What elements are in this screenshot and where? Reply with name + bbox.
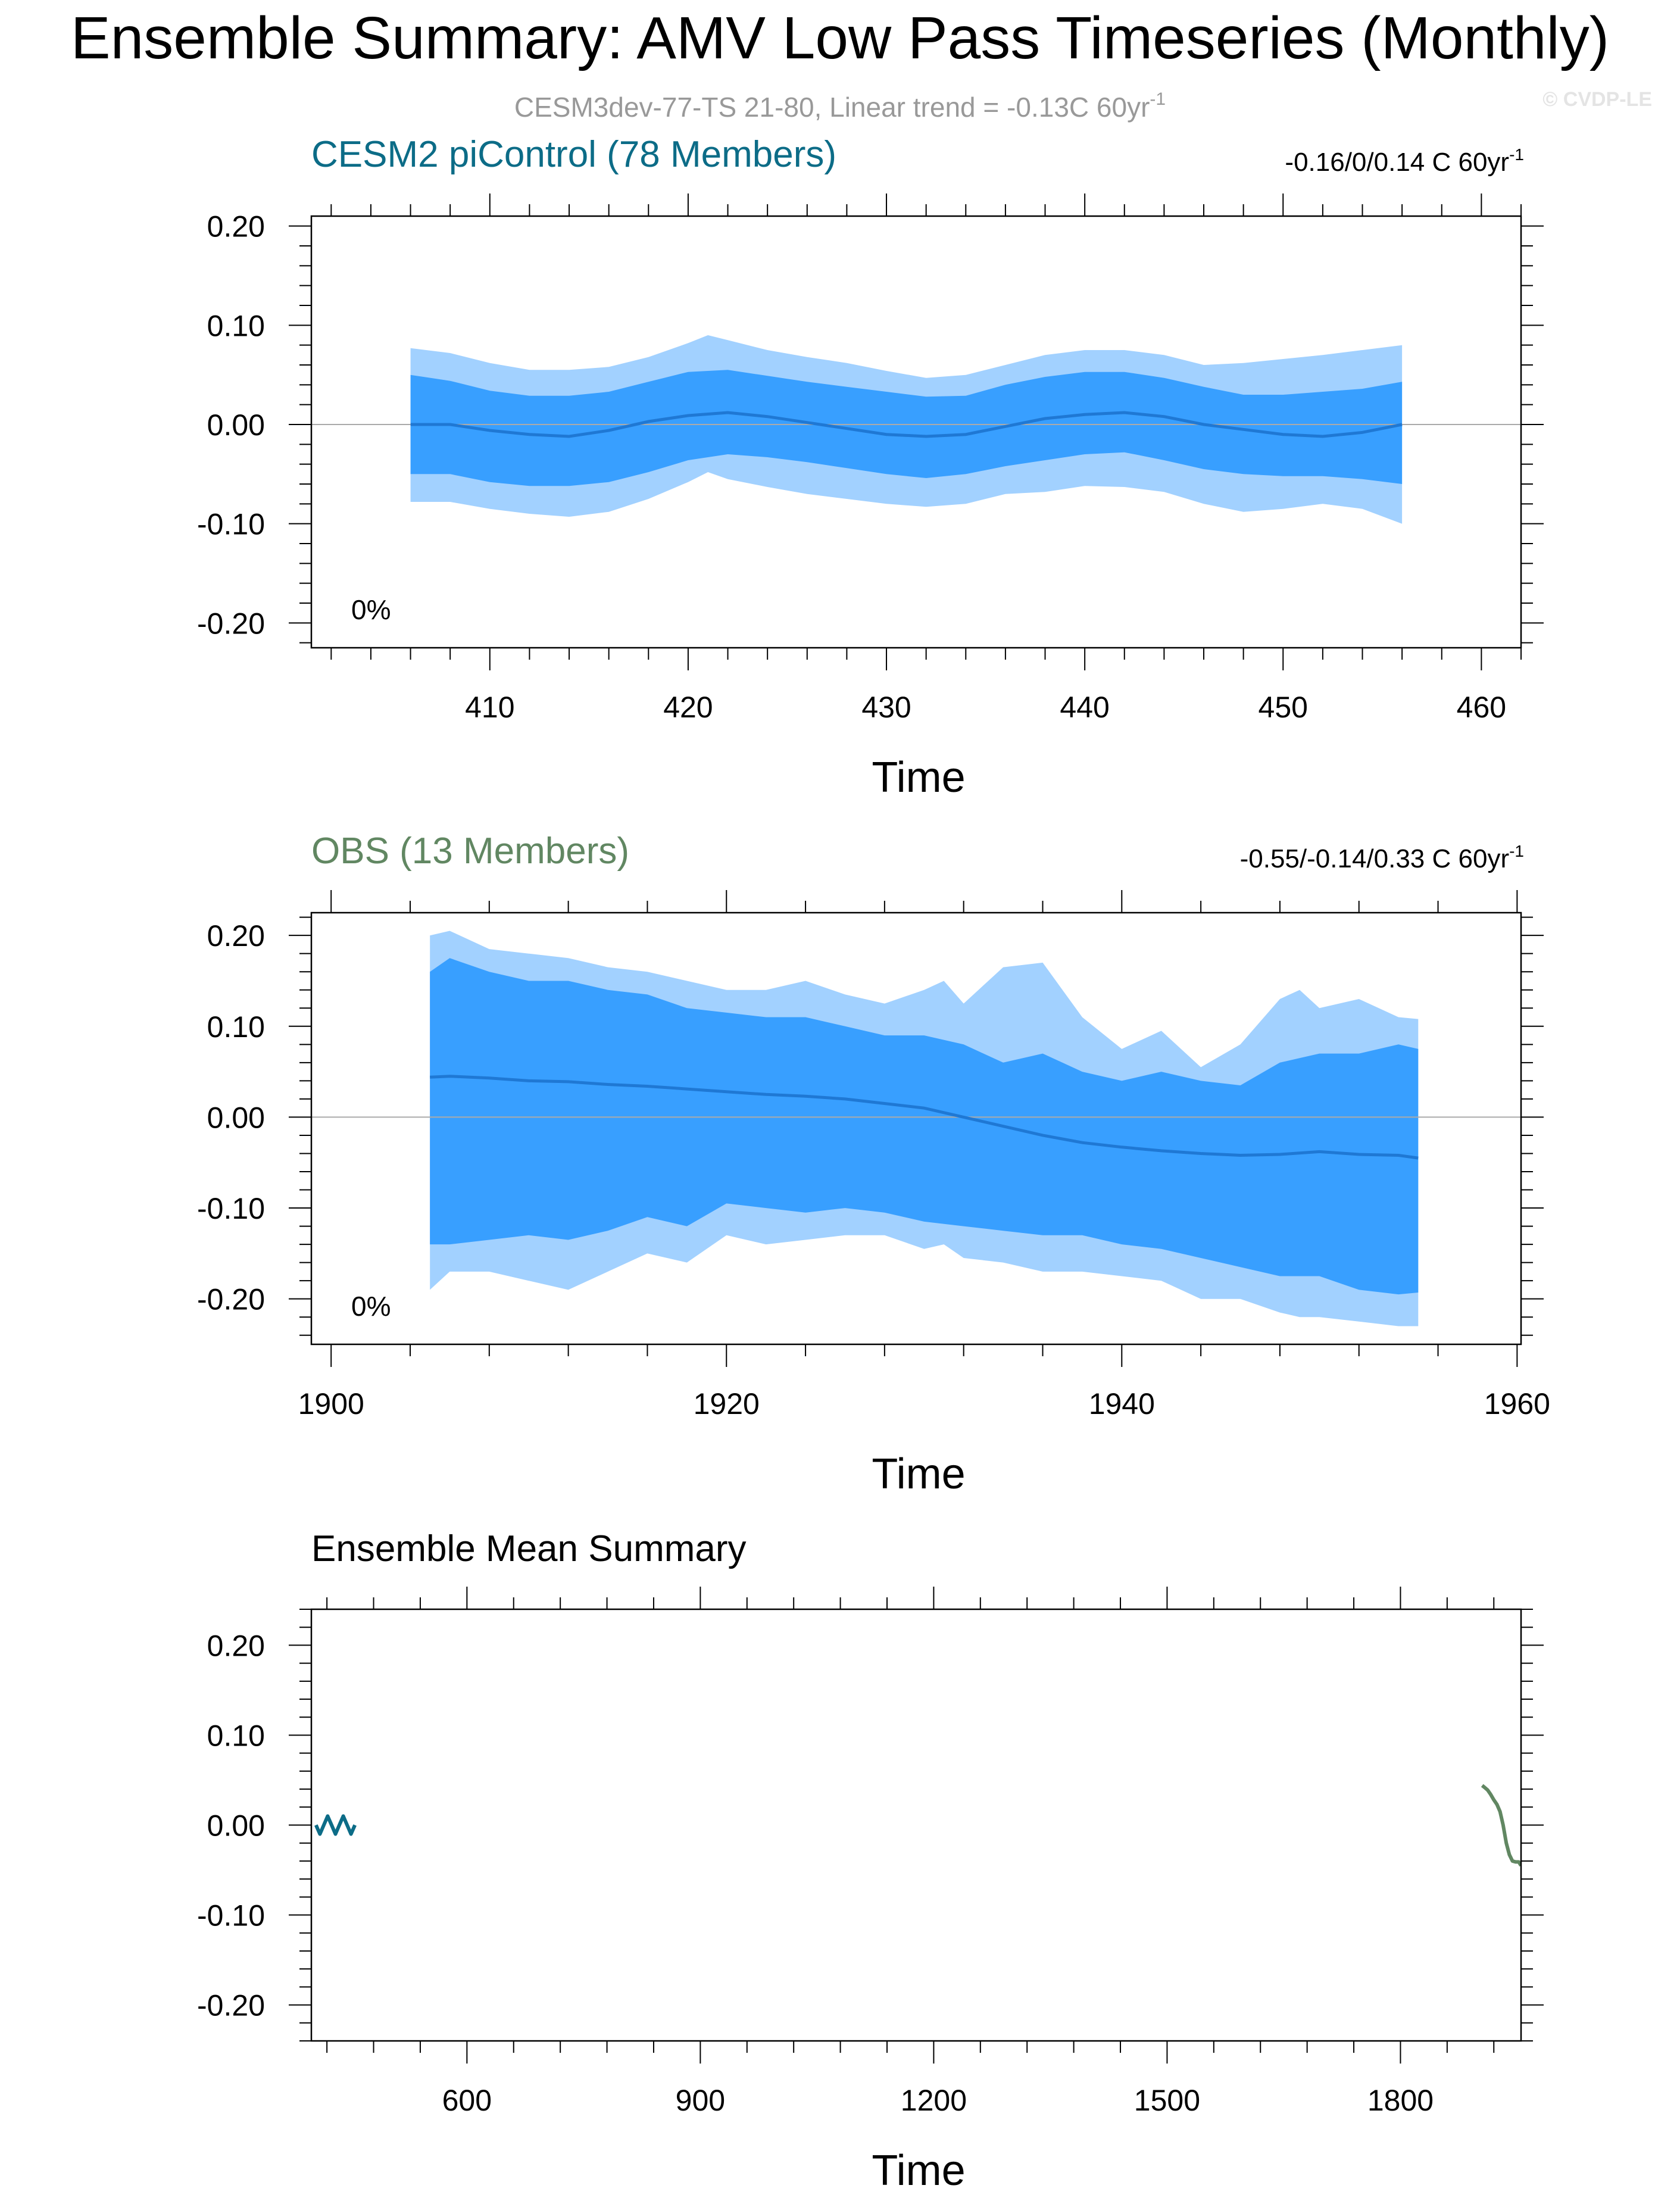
panel-obs-frame: [310, 911, 1522, 1346]
panel-cesm2-x-tick-label: 430: [861, 691, 911, 724]
panel-cesm2-title: CESM2 piControl (78 Members): [311, 134, 836, 175]
panel-cesm2-x-tick-label: 410: [465, 691, 514, 724]
panel-ensemble-mean-x-tick-label: 600: [442, 2084, 492, 2117]
panel-ensemble-mean-x-tick-label: 1800: [1367, 2084, 1434, 2117]
panel-obs-y-tick-label: 0.20: [207, 919, 265, 953]
panel-obs-y-tick-label: -0.20: [197, 1283, 265, 1316]
panel-obs-trend-sup: -1: [1509, 842, 1524, 860]
panel-ensemble-mean-x-tick-label: 900: [676, 2084, 725, 2117]
panel-obs-inner-range-band: [430, 958, 1419, 1295]
panel-ensemble-mean-plot-area: [314, 1784, 1521, 1867]
panel-obs: OBS (13 Members) -0.55/-0.14/0.33 C 60yr…: [197, 831, 1550, 1498]
panel-cesm2-plot-area: [311, 335, 1521, 524]
panel-cesm2-picontrol: CESM2 piControl (78 Members) -0.16/0/0.1…: [197, 134, 1544, 801]
panel-obs-trend-label: -0.55/-0.14/0.33 C 60yr-1: [1240, 842, 1524, 873]
panel-cesm2-ensemble-mean-line: [410, 411, 1403, 438]
figure-subtitle: CESM3dev-77-TS 21-80, Linear trend = -0.…: [514, 89, 1166, 123]
panel-obs-x-tick-label: 1960: [1484, 1387, 1550, 1421]
panel-cesm2-x-axis-label: Time: [872, 754, 965, 801]
panel-ensemble-mean-series-line-0: [314, 1814, 357, 1836]
panel-cesm2-y-tick-label: 0.00: [207, 408, 265, 442]
panel-cesm2-trend-text: -0.16/0/0.14 C 60yr: [1285, 148, 1509, 177]
panel-cesm2-inner-range-band: [410, 370, 1403, 486]
panel-ensemble-mean-x-tick-label: 1200: [901, 2084, 967, 2117]
panel-obs-y-tick-label: 0.00: [207, 1101, 265, 1134]
panel-cesm2-trend-sup: -1: [1509, 145, 1524, 164]
panel-ensemble-mean-summary: Ensemble Mean Summary 0.20 0.10 0.00 -0.10 -…: [197, 1528, 1544, 2194]
watermark-text: © CVDP-LE: [1542, 88, 1652, 111]
panel-ensemble-mean-x-tick-label: 1500: [1134, 2084, 1200, 2117]
panel-ensemble-mean-frame: [310, 1608, 1522, 2042]
panel-cesm2-x-tick-label: 440: [1060, 691, 1109, 724]
panel-obs-x-tick-label: 1920: [694, 1387, 760, 1421]
subtitle-superscript: -1: [1150, 89, 1166, 109]
panel-obs-ensemble-mean-line: [430, 1075, 1419, 1160]
panel-obs-x-tick-label: 1900: [298, 1387, 364, 1421]
panel-cesm2-y-tick-label: -0.10: [197, 508, 265, 541]
figure-title: Ensemble Summary: AMV Low Pass Timeserie…: [71, 5, 1609, 71]
panel-cesm2-x-tick-label: 450: [1259, 691, 1308, 724]
panel-cesm2-y-tick-label: -0.20: [197, 607, 265, 640]
panel-obs-title: OBS (13 Members): [311, 831, 629, 872]
panel-ensemble-mean-y-tick-label: 0.10: [207, 1719, 265, 1752]
panel-obs-y-tick-label: 0.10: [207, 1010, 265, 1044]
panel-ensemble-mean-y-tick-label: -0.20: [197, 1989, 265, 2022]
subtitle-text: CESM3dev-77-TS 21-80, Linear trend = -0.…: [514, 92, 1150, 123]
panel-cesm2-y-tick-label: 0.10: [207, 309, 265, 342]
panel-obs-plot-area: [311, 931, 1521, 1326]
panel-ensemble-mean-series-line-1: [1481, 1784, 1521, 1867]
panel-ensemble-mean-x-axis-label: Time: [872, 2147, 965, 2194]
panel-obs-trend-text: -0.55/-0.14/0.33 C 60yr: [1240, 844, 1509, 873]
panel-obs-x-axis-label: Time: [872, 1450, 965, 1498]
panel-cesm2-trend-label: -0.16/0/0.14 C 60yr-1: [1285, 145, 1524, 177]
panel-obs-percent-label: 0%: [351, 1291, 391, 1322]
panel-cesm2-y-tick-label: 0.20: [207, 210, 265, 244]
panel-ensemble-mean-title: Ensemble Mean Summary: [311, 1528, 747, 1569]
panel-ensemble-mean-y-tick-label: -0.10: [197, 1899, 265, 1933]
panel-cesm2-frame: [310, 215, 1522, 649]
panel-cesm2-percent-label: 0%: [351, 594, 391, 625]
panel-cesm2-x-tick-label: 420: [663, 691, 713, 724]
panel-ensemble-mean-y-tick-label: 0.20: [207, 1629, 265, 1662]
panel-ensemble-mean-y-tick-label: 0.00: [207, 1809, 265, 1843]
panel-obs-x-tick-label: 1940: [1089, 1387, 1155, 1421]
panel-cesm2-x-tick-label: 460: [1457, 691, 1506, 724]
panel-obs-y-tick-label: -0.10: [197, 1192, 265, 1225]
